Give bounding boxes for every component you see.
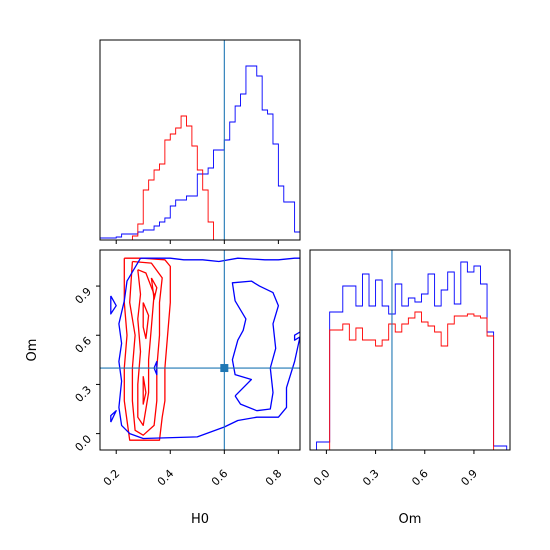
om-axis-label: Om	[399, 512, 422, 527]
om-vertical-tick-label-0: 0.0	[73, 433, 95, 455]
contour-series-a-0	[140, 257, 300, 263]
contour-series-b-3	[142, 302, 150, 340]
om-hist-series-a	[310, 261, 508, 451]
om-vertical-tick-label-2: 0.6	[73, 334, 95, 356]
contour-series-b-4	[142, 376, 147, 405]
om-hist-frame	[309, 249, 511, 451]
h0-tick-label-2: 0.6	[209, 467, 231, 489]
contour-series-b-0	[123, 257, 171, 441]
contour-layer	[110, 257, 300, 441]
contour-series-a-2	[293, 331, 300, 341]
h0-hist-frame	[99, 39, 301, 241]
contour-series-a-1	[118, 257, 300, 440]
contour-series-b-1	[129, 260, 163, 436]
contour-series-a-3	[231, 280, 280, 412]
h0-tick-label-1: 0.4	[155, 467, 177, 489]
h0-hist-series-a	[99, 65, 301, 240]
om-vertical-tick-label-3: 0.9	[73, 285, 95, 307]
om-tick-label-1: 0.3	[360, 467, 382, 489]
contour-series-b-2	[137, 269, 155, 427]
contour-series-a-4	[110, 295, 117, 315]
contour-frame	[99, 249, 301, 451]
h0-histogram-panel	[99, 39, 301, 244]
h0-tick-label-0: 0.2	[101, 467, 123, 489]
h0-axis-label: H0	[191, 512, 209, 527]
contour-series-b-5	[150, 277, 158, 300]
contour-series-a-5	[110, 410, 117, 423]
h0-hist-series-b	[100, 115, 219, 241]
om-histogram-panel: 0.0 0.3 0.6 0.9	[309, 249, 511, 489]
om-tick-label-3: 0.9	[458, 467, 480, 489]
om-vertical-tick-label-1: 0.3	[73, 383, 95, 405]
om-tick-label-2: 0.6	[409, 467, 431, 489]
om-vertical-axis-label: Om	[25, 339, 40, 362]
truth-marker	[220, 364, 229, 373]
om-tick-label-0: 0.0	[311, 467, 333, 489]
om-hist-series-b	[310, 311, 507, 451]
h0-tick-label-3: 0.8	[263, 467, 285, 489]
h0-om-contour-panel: 0.2 0.4 0.6 0.8 0.0 0.3 0.6 0.9	[73, 249, 301, 489]
